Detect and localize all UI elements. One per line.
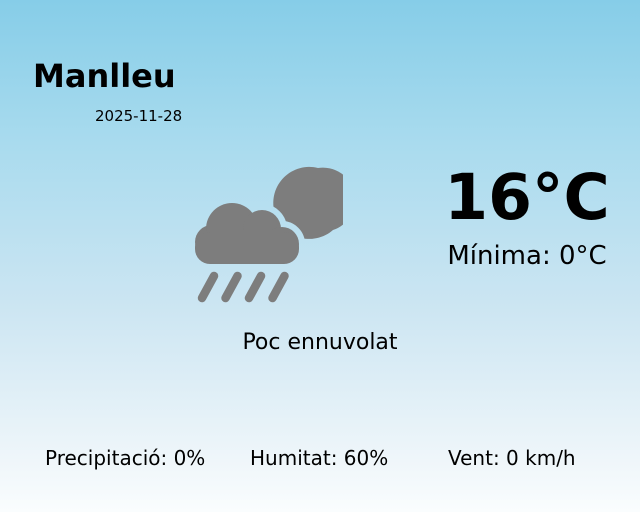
wind-detail: Vent: 0 km/h [448,446,576,470]
current-temperature: 16°C [444,161,610,234]
rain-cloud-moon-icon [195,166,343,303]
city-name: Manlleu [33,57,176,95]
minimum-temperature: Mínima: 0°C [447,241,607,271]
rain-drops-icon [197,271,289,303]
crescent-moon-icon [273,166,343,239]
condition-text: Poc ennuvolat [242,330,398,355]
forecast-date: 2025-11-28 [95,107,183,125]
precipitation-detail: Precipitació: 0% [45,446,206,470]
temperature-block: 16°C Mínima: 0°C [415,166,639,269]
humidity-detail: Humitat: 60% [250,446,389,470]
